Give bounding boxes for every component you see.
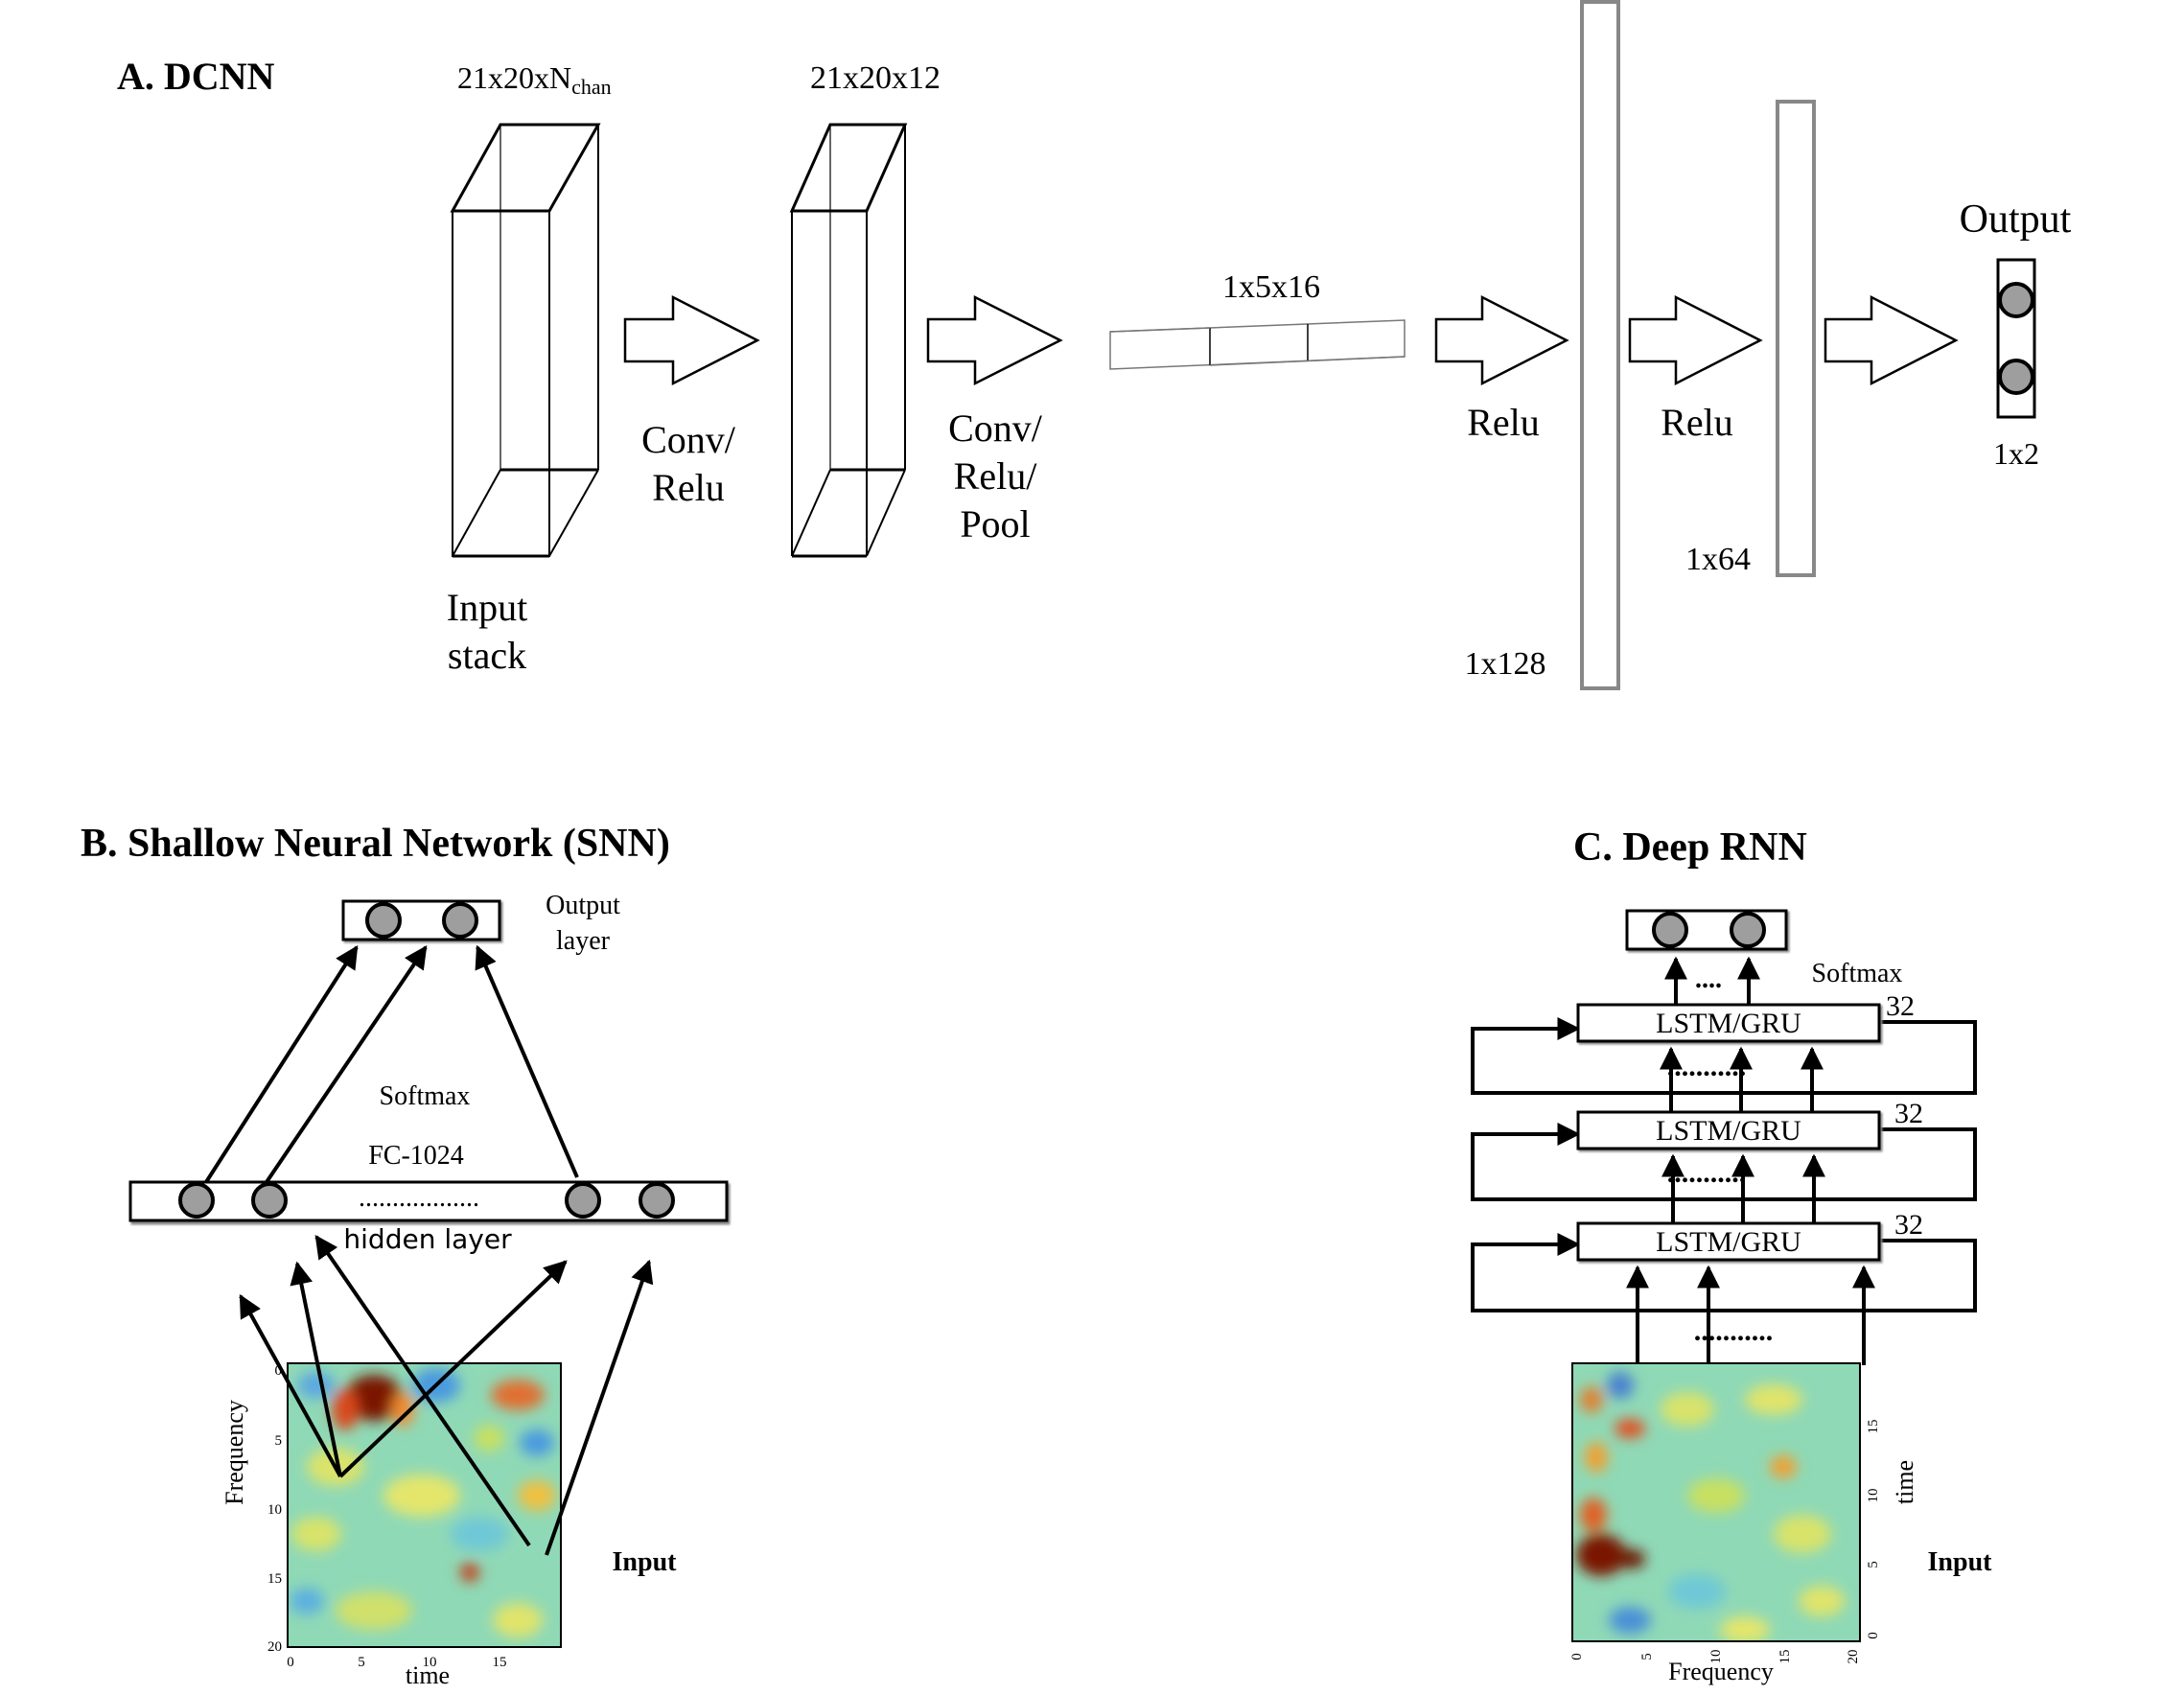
- rnn-y-tick: 0: [1866, 1632, 1881, 1639]
- snn-softmax-label: Softmax: [380, 1081, 471, 1111]
- lstm-gru-label-3: LSTM/GRU: [1656, 1008, 1801, 1039]
- snn-output-node-2: [442, 902, 478, 939]
- rnn-vertical-arrows: [1626, 956, 1875, 1365]
- output-node-2: [1998, 359, 2034, 395]
- rnn-input-heatmap: [1571, 1362, 1861, 1642]
- recurrence-loops: [1471, 1017, 1977, 1312]
- snn-fc-label: FC-1024: [368, 1141, 464, 1171]
- snn-x-axis-label: time: [406, 1661, 450, 1689]
- snn-y-tick: 0: [275, 1363, 283, 1379]
- relu-label-1: Relu: [1467, 401, 1540, 444]
- rnn-output-node-1: [1652, 912, 1688, 948]
- snn-x-tick: 0: [287, 1655, 294, 1670]
- panel-c-deep-rnn: C. Deep RNN .... Softmax LSTM/GRU 32 LST…: [1471, 825, 1993, 1685]
- snn-input-label: Input: [613, 1547, 678, 1577]
- block-arrow-5-icon: [1824, 294, 1959, 386]
- fc-64-layer: [1776, 100, 1816, 577]
- fc-128-dims: 1x128: [1465, 646, 1546, 682]
- hidden-layer-label: hidden layer: [343, 1223, 512, 1255]
- output-node-1: [1998, 282, 2034, 318]
- lstm-gru-cell-1: [1576, 1221, 1881, 1262]
- output-layer-label-1: Output: [546, 891, 620, 920]
- snn-x-tick: 5: [358, 1655, 365, 1670]
- output-dims: 1x2: [1993, 436, 2039, 471]
- input-stack-label-1: Input: [447, 586, 527, 629]
- panel-c-title: C. Deep RNN: [1573, 825, 1807, 870]
- arrow-1-label-2: Relu: [652, 466, 725, 509]
- hidden-node-4: [639, 1182, 675, 1219]
- conv-layer-box: [789, 123, 908, 558]
- input-to-hidden-arrows: [239, 1235, 654, 1556]
- flat-layer-dims: 1x5x16: [1222, 269, 1320, 305]
- snn-hidden-layer: [128, 1180, 729, 1222]
- rnn-softmax-label: Softmax: [1812, 959, 1903, 988]
- rnn-x-axis-label: Frequency: [1668, 1658, 1774, 1685]
- snn-y-axis-label: Frequency: [221, 1400, 248, 1505]
- snn-y-tick: 20: [267, 1639, 282, 1655]
- arrow-2-label-1: Conv/: [948, 406, 1043, 450]
- snn-input-heatmap: [287, 1362, 562, 1648]
- rnn-x-tick: 10: [1708, 1650, 1724, 1664]
- arrow-2-label-3: Pool: [960, 502, 1030, 546]
- rnn-input-label: Input: [1928, 1547, 1993, 1577]
- units-label-3: 32: [1886, 990, 1915, 1022]
- fc-128-layer: [1580, 0, 1620, 690]
- snn-y-tick: 10: [267, 1502, 282, 1518]
- output-layer-label-2: layer: [556, 926, 611, 956]
- snn-y-tick: 15: [267, 1571, 282, 1587]
- rnn-row-dots-1: ...........: [1694, 1315, 1774, 1347]
- block-arrow-3-icon: [1434, 294, 1569, 386]
- rnn-y-tick: 15: [1866, 1420, 1881, 1434]
- hidden-node-3: [565, 1182, 601, 1219]
- rnn-x-tick: 15: [1777, 1650, 1793, 1664]
- block-arrow-2-icon: [926, 294, 1063, 386]
- fc-64-dims: 1x64: [1685, 542, 1751, 577]
- units-label-1: 32: [1894, 1209, 1923, 1241]
- panel-a-title: A. DCNN: [117, 55, 275, 98]
- block-arrow-1-icon: [623, 294, 760, 386]
- rnn-top-dots: ....: [1695, 964, 1722, 994]
- block-arrow-4-icon: [1628, 294, 1763, 386]
- lstm-gru-label-1: LSTM/GRU: [1656, 1226, 1801, 1258]
- hidden-dots: ..................: [359, 1183, 479, 1213]
- units-label-2: 32: [1894, 1098, 1923, 1129]
- panel-b-title: B. Shallow Neural Network (SNN): [81, 822, 670, 866]
- rnn-x-tick: 5: [1639, 1653, 1655, 1660]
- snn-x-tick: 15: [493, 1655, 507, 1670]
- flat-layer-box: [1109, 319, 1406, 370]
- input-stack-label-2: stack: [448, 634, 526, 677]
- snn-x-tick: 10: [423, 1655, 437, 1670]
- lstm-gru-cell-3: [1576, 1003, 1881, 1043]
- input-dims-label: 21x20xNchan: [457, 60, 612, 99]
- rnn-y-axis-label: time: [1891, 1460, 1918, 1504]
- rnn-row-dots-3: ...........: [1667, 1051, 1747, 1082]
- rnn-x-tick: 0: [1569, 1653, 1585, 1660]
- input-stack-box: [450, 123, 601, 558]
- hidden-node-2: [251, 1182, 288, 1219]
- panel-b-snn: B. Shallow Neural Network (SNN) Output l…: [81, 822, 729, 1689]
- conv-layer-dims: 21x20x12: [810, 60, 941, 96]
- rnn-output-node-2: [1730, 912, 1766, 948]
- snn-output-node-1: [365, 902, 402, 939]
- hidden-node-1: [178, 1182, 215, 1219]
- arrow-1-label-1: Conv/: [641, 418, 736, 461]
- rnn-y-tick: 5: [1866, 1561, 1881, 1568]
- snn-y-tick: 5: [275, 1433, 283, 1449]
- output-title: Output: [1960, 197, 2072, 242]
- hidden-to-output-arrows: [204, 944, 579, 1184]
- relu-label-2: Relu: [1661, 401, 1733, 444]
- lstm-gru-label-2: LSTM/GRU: [1656, 1115, 1801, 1147]
- panel-a-dcnn: A. DCNN 21x20xNchan Input stack Conv/ Re…: [117, 0, 2072, 690]
- rnn-row-dots-2: ...........: [1667, 1157, 1747, 1189]
- arrow-2-label-2: Relu/: [954, 454, 1038, 498]
- rnn-x-tick: 20: [1846, 1650, 1861, 1664]
- lstm-gru-cell-2: [1576, 1110, 1881, 1150]
- rnn-y-tick: 10: [1866, 1489, 1881, 1503]
